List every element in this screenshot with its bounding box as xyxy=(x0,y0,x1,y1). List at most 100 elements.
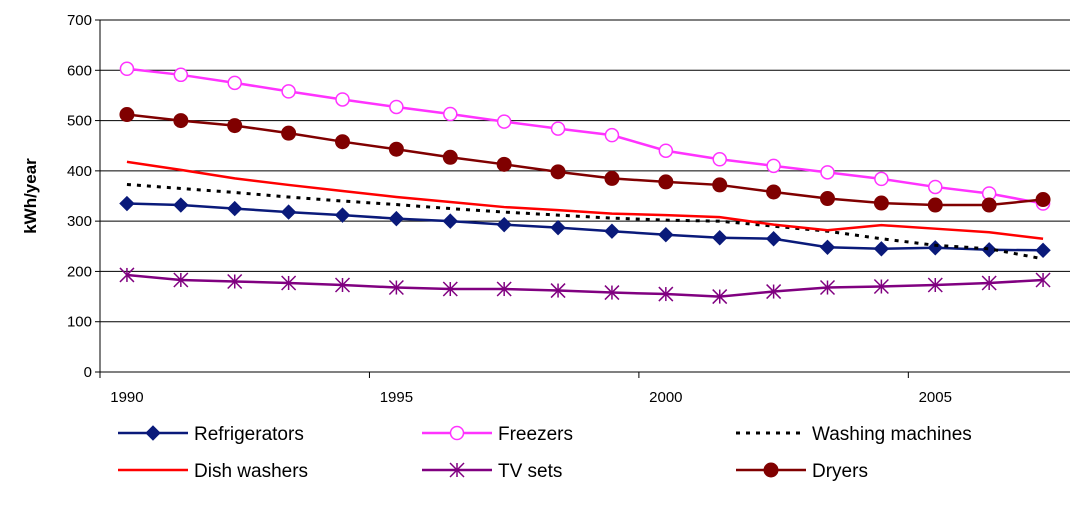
legend-item: Dryers xyxy=(736,461,868,482)
data-point xyxy=(873,241,890,257)
data-point xyxy=(119,107,135,123)
x-tick-label: 1990 xyxy=(110,389,143,406)
data-point xyxy=(604,223,620,239)
data-point xyxy=(442,213,458,229)
data-point xyxy=(550,121,566,136)
legend-label: Freezers xyxy=(498,424,573,445)
data-point xyxy=(281,275,297,291)
legend-item: Refrigerators xyxy=(118,424,304,445)
data-point xyxy=(819,239,836,255)
axes xyxy=(95,19,1070,378)
y-axis-label: kWh/year xyxy=(21,158,40,234)
data-point xyxy=(173,197,189,213)
data-point xyxy=(119,61,135,77)
data-point xyxy=(334,277,351,293)
data-point xyxy=(227,200,243,217)
data-point xyxy=(712,177,728,193)
legend-label: Washing machines xyxy=(812,424,972,445)
data-point xyxy=(119,267,135,283)
data-point xyxy=(873,278,889,295)
data-point xyxy=(388,210,405,227)
legend-marker xyxy=(449,462,465,478)
series-line xyxy=(126,113,1044,207)
data-point xyxy=(604,127,620,143)
x-tick-label: 2000 xyxy=(649,389,682,406)
data-point xyxy=(388,141,404,157)
data-point xyxy=(927,240,943,256)
x-tick-label: 2005 xyxy=(919,389,952,406)
data-point xyxy=(389,99,404,115)
data-point xyxy=(335,134,350,150)
legend-item: Freezers xyxy=(422,424,573,445)
series-dish-washers xyxy=(126,160,1044,240)
y-tick-label: 700 xyxy=(67,12,92,29)
data-point xyxy=(658,227,674,243)
data-point xyxy=(173,272,189,288)
data-point xyxy=(280,204,297,220)
data-point xyxy=(388,279,404,296)
data-point xyxy=(550,164,566,180)
data-point xyxy=(604,170,620,186)
data-point xyxy=(442,149,458,165)
y-tick-label: 300 xyxy=(67,213,92,230)
data-point xyxy=(604,285,620,301)
data-point xyxy=(281,125,297,141)
y-tick-label: 0 xyxy=(84,364,92,381)
legend-label: Refrigerators xyxy=(194,424,304,445)
legend-marker xyxy=(449,425,465,441)
y-tick-label: 200 xyxy=(67,263,92,280)
data-point xyxy=(173,113,189,129)
data-point xyxy=(712,289,728,305)
data-point xyxy=(820,165,835,180)
legend-marker xyxy=(763,462,779,478)
legend-marker xyxy=(145,425,161,441)
series-line xyxy=(126,160,1044,240)
series-line xyxy=(126,182,1044,261)
data-point xyxy=(227,273,243,290)
series-freezers xyxy=(119,61,1051,211)
y-tick-label: 500 xyxy=(67,113,92,130)
legend-item: Washing machines xyxy=(736,424,972,445)
data-point xyxy=(981,275,997,291)
data-point xyxy=(227,118,243,134)
legend-item: TV sets xyxy=(422,461,562,482)
data-point xyxy=(496,156,512,172)
y-tick-label: 100 xyxy=(67,314,92,331)
data-point xyxy=(874,171,889,187)
legend-item: Dish washers xyxy=(118,461,308,482)
data-point xyxy=(766,184,782,200)
data-point xyxy=(766,284,782,300)
data-point xyxy=(927,197,943,213)
series-tv-sets xyxy=(119,267,1051,305)
series-refrigerators xyxy=(119,195,1051,259)
data-point xyxy=(928,179,943,195)
data-point xyxy=(496,114,512,129)
data-point xyxy=(712,152,727,167)
series-line xyxy=(126,67,1044,205)
data-point xyxy=(496,281,512,297)
data-point xyxy=(927,277,943,293)
data-point xyxy=(819,279,836,296)
series-dryers xyxy=(119,107,1051,213)
y-tick-labels: 0 100 200 300 400 500 600 700 xyxy=(67,12,92,381)
data-point xyxy=(766,158,781,174)
data-point xyxy=(712,230,728,246)
data-point xyxy=(227,75,242,91)
legend-label: Dryers xyxy=(812,461,868,482)
data-point xyxy=(658,286,674,302)
data-point xyxy=(1035,272,1051,288)
data-point xyxy=(765,231,782,247)
legend: Refrigerators Freezers Washing machines Dis… xyxy=(118,424,972,482)
data-point xyxy=(173,67,189,83)
data-point xyxy=(550,219,566,236)
series-line xyxy=(126,273,1044,298)
series-lines xyxy=(119,61,1051,305)
series-washing-machines xyxy=(126,182,1044,261)
data-point xyxy=(1035,242,1051,259)
data-point xyxy=(442,281,458,297)
data-point xyxy=(119,195,135,212)
data-point xyxy=(658,174,674,190)
data-point xyxy=(658,143,674,158)
series-line xyxy=(126,202,1044,252)
